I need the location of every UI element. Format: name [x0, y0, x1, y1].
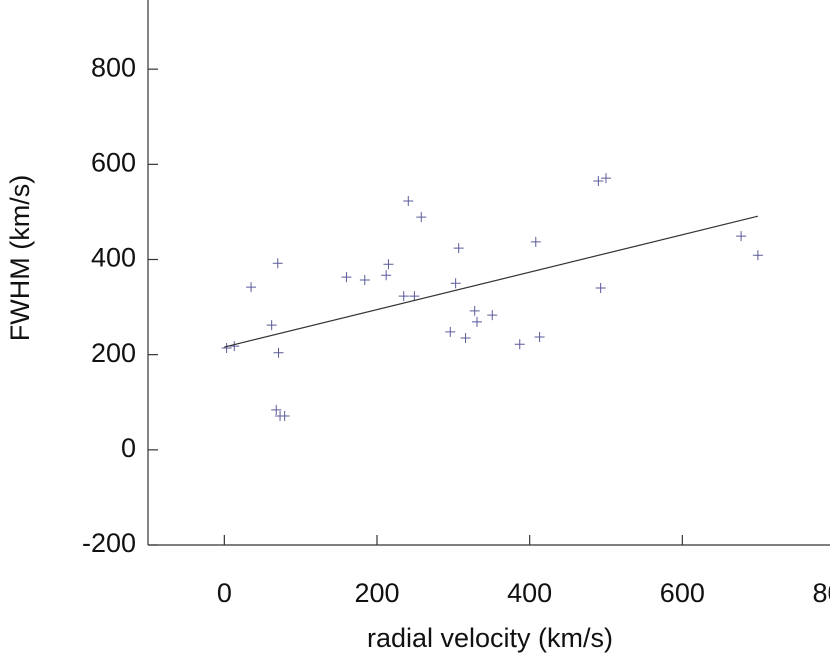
- point: [752, 250, 763, 261]
- point: [445, 326, 456, 337]
- x-tick-label: 600: [660, 578, 705, 608]
- y-tick-label: 0: [121, 433, 136, 463]
- point: [229, 341, 240, 352]
- y-tick-label: -200: [82, 528, 136, 558]
- y-tick-label: 600: [91, 147, 136, 177]
- point: [460, 333, 471, 344]
- x-tick-label: 200: [354, 578, 399, 608]
- y-tick-label: 800: [91, 52, 136, 82]
- point: [383, 259, 394, 270]
- point: [381, 270, 392, 281]
- point: [416, 212, 427, 223]
- point: [403, 195, 414, 206]
- point: [279, 411, 290, 422]
- point: [530, 236, 541, 247]
- point: [409, 291, 420, 302]
- point: [272, 258, 283, 269]
- x-tick-label: 400: [507, 578, 552, 608]
- y-tick-label: 400: [91, 243, 136, 273]
- point: [487, 310, 498, 321]
- point: [266, 320, 277, 331]
- point: [246, 282, 257, 293]
- x-tick-label: 800: [812, 578, 830, 608]
- x-axis-label: radial velocity (km/s): [367, 623, 613, 653]
- point: [271, 404, 282, 415]
- point: [601, 173, 611, 184]
- point: [471, 316, 482, 327]
- point: [593, 175, 604, 186]
- point: [514, 339, 525, 350]
- point: [453, 243, 464, 254]
- point: [398, 291, 409, 302]
- x-tick-label: 0: [217, 578, 232, 608]
- point: [469, 305, 480, 316]
- point: [595, 283, 606, 294]
- point: [273, 347, 284, 358]
- point: [534, 332, 545, 343]
- y-axis-label: FWHM (km/s): [5, 175, 35, 341]
- point: [221, 343, 232, 354]
- point: [341, 272, 352, 283]
- y-tick-label: 200: [91, 338, 136, 368]
- fit-line: [224, 215, 759, 348]
- point: [736, 231, 747, 242]
- point: [450, 278, 461, 289]
- point: [359, 274, 370, 285]
